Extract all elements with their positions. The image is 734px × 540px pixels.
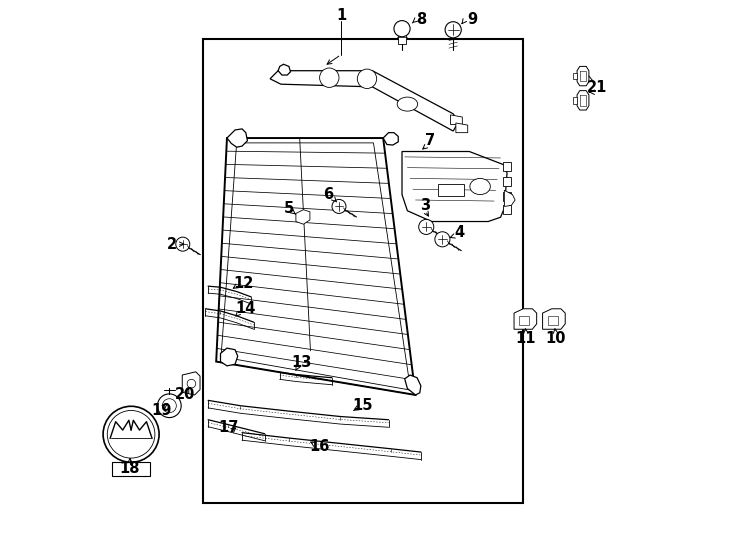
Polygon shape	[404, 375, 421, 395]
Polygon shape	[270, 71, 459, 131]
Polygon shape	[456, 123, 468, 133]
Circle shape	[394, 21, 410, 37]
Circle shape	[332, 199, 346, 213]
Polygon shape	[573, 97, 577, 104]
Circle shape	[187, 379, 196, 388]
Bar	[548, 316, 558, 325]
Circle shape	[162, 399, 176, 413]
Circle shape	[158, 394, 181, 417]
Text: 21: 21	[587, 80, 608, 96]
Circle shape	[357, 69, 377, 89]
Polygon shape	[383, 133, 399, 145]
Circle shape	[107, 410, 155, 458]
Circle shape	[103, 406, 159, 462]
Text: 1: 1	[336, 8, 346, 23]
Text: 18: 18	[120, 461, 140, 476]
Circle shape	[319, 68, 339, 87]
Text: 15: 15	[352, 398, 373, 413]
Text: 17: 17	[218, 420, 239, 435]
Circle shape	[418, 219, 434, 234]
Text: 8: 8	[415, 11, 426, 26]
Text: 9: 9	[467, 11, 477, 26]
Text: 13: 13	[291, 355, 311, 370]
Text: 20: 20	[175, 388, 195, 402]
Text: 16: 16	[310, 439, 330, 454]
Polygon shape	[182, 372, 200, 395]
Text: 10: 10	[545, 331, 566, 346]
Polygon shape	[503, 205, 512, 214]
Polygon shape	[503, 177, 512, 186]
Text: 14: 14	[236, 301, 256, 316]
Text: 7: 7	[426, 133, 435, 148]
Text: 5: 5	[284, 200, 294, 215]
Bar	[520, 316, 529, 325]
Polygon shape	[112, 462, 150, 476]
Polygon shape	[217, 138, 415, 395]
Circle shape	[445, 22, 461, 38]
Bar	[203, 39, 523, 503]
Bar	[438, 184, 464, 195]
Text: 6: 6	[323, 187, 333, 202]
Text: 2: 2	[167, 237, 177, 252]
Polygon shape	[504, 190, 515, 206]
Polygon shape	[514, 309, 537, 329]
Ellipse shape	[397, 97, 418, 111]
Text: 3: 3	[420, 198, 430, 213]
Polygon shape	[402, 152, 507, 221]
Polygon shape	[296, 210, 310, 224]
Ellipse shape	[470, 178, 490, 194]
Polygon shape	[503, 163, 512, 171]
Text: 19: 19	[151, 402, 172, 417]
Polygon shape	[278, 64, 291, 75]
Text: 11: 11	[516, 331, 536, 346]
Polygon shape	[451, 115, 462, 125]
Circle shape	[435, 232, 450, 247]
Polygon shape	[542, 309, 565, 329]
Polygon shape	[503, 192, 512, 200]
Text: 12: 12	[233, 276, 253, 291]
Polygon shape	[227, 129, 247, 147]
Text: 4: 4	[454, 225, 465, 240]
Polygon shape	[220, 348, 238, 366]
Polygon shape	[577, 66, 589, 86]
Polygon shape	[573, 73, 577, 79]
Polygon shape	[577, 91, 589, 110]
Polygon shape	[399, 29, 406, 44]
Circle shape	[176, 237, 190, 251]
